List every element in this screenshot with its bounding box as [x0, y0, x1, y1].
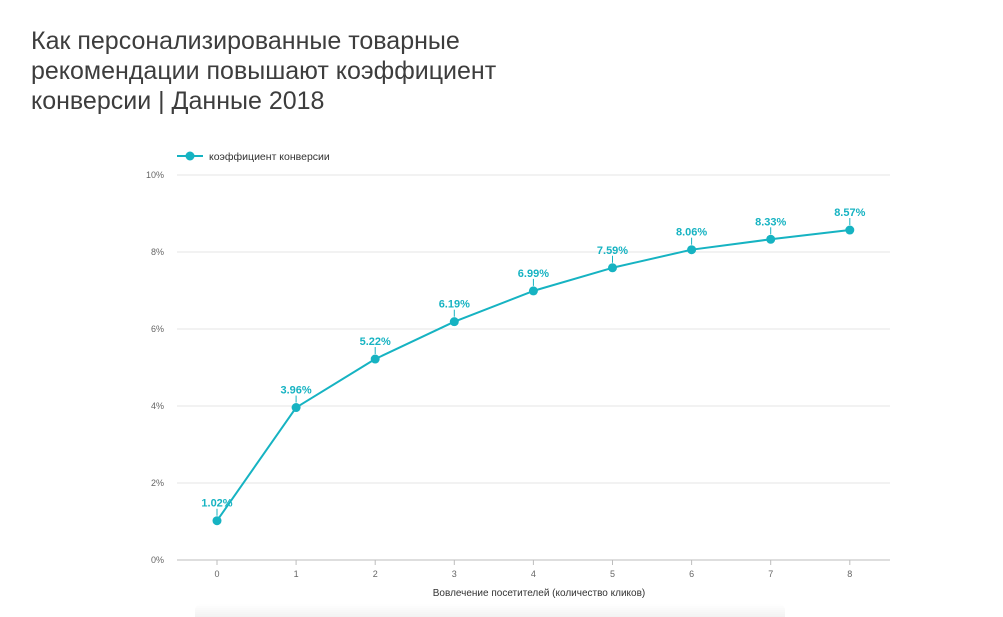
data-point[interactable]	[370, 354, 380, 364]
y-tick-label: 0%	[151, 555, 164, 565]
y-tick-label: 4%	[151, 401, 164, 411]
data-labels: 1.02% 3.96% 5.22% 6.19% 6.99% 7.59% 8.06% 8.33%…	[201, 207, 866, 516]
legend-marker	[185, 151, 195, 161]
data-label: 3.96%	[280, 385, 311, 397]
chart-title: Как персонализированные товарные рекомен…	[31, 27, 497, 115]
x-axis-tick-labels: 0 1 2 3 4 5 6 7 8	[214, 569, 852, 579]
x-axis-label: Вовлечение посетителей (количество клико…	[433, 588, 646, 599]
x-tick-label: 8	[847, 569, 852, 579]
data-label: 6.99%	[518, 268, 549, 280]
x-tick-label: 4	[531, 569, 536, 579]
y-axis-tick-labels: 0% 2% 4% 6% 8% 10%	[146, 170, 164, 565]
data-label: 5.22%	[360, 336, 391, 348]
data-point[interactable]	[291, 403, 301, 413]
data-point[interactable]	[687, 245, 697, 255]
data-point[interactable]	[766, 234, 776, 244]
data-label: 8.33%	[755, 216, 786, 228]
data-label: 6.19%	[439, 299, 470, 311]
y-tick-label: 10%	[146, 170, 164, 180]
data-label: 1.02%	[201, 498, 232, 510]
x-axis	[177, 559, 890, 565]
data-point[interactable]	[449, 317, 459, 327]
data-point[interactable]	[845, 225, 855, 235]
data-label: 8.06%	[676, 227, 707, 239]
x-tick-label: 5	[610, 569, 615, 579]
y-tick-label: 8%	[151, 247, 164, 257]
x-tick-label: 1	[294, 569, 299, 579]
y-tick-label: 6%	[151, 324, 164, 334]
x-tick-label: 0	[214, 569, 219, 579]
x-tick-label: 3	[452, 569, 457, 579]
legend-label: коэффициент конверсии	[209, 151, 330, 163]
data-label: 8.57%	[834, 207, 865, 219]
data-point[interactable]	[212, 516, 222, 526]
data-point[interactable]	[608, 263, 617, 273]
data-points	[212, 225, 855, 526]
y-tick-label: 2%	[151, 478, 164, 488]
data-point[interactable]	[528, 286, 538, 296]
x-tick-label: 6	[689, 569, 694, 579]
legend[interactable]: коэффициент конверсии	[177, 151, 330, 163]
x-tick-label: 2	[373, 569, 378, 579]
x-tick-label: 7	[768, 569, 773, 579]
bottom-shadow	[195, 604, 785, 617]
data-label: 7.59%	[597, 245, 628, 257]
